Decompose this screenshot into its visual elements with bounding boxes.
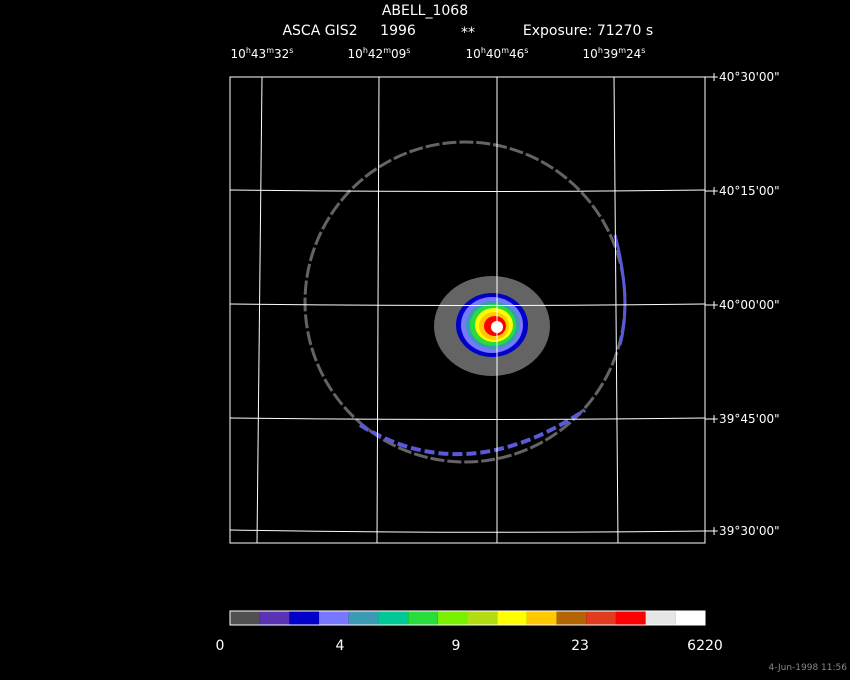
- grid: [229, 76, 706, 544]
- dec-label: +40°00'00": [709, 298, 780, 312]
- ra-value: 10: [466, 47, 481, 61]
- ra-value: 46: [509, 47, 524, 61]
- ra-unit: m: [383, 46, 391, 55]
- ra-value: 42: [368, 47, 383, 61]
- colorbar-swatch: [526, 611, 557, 625]
- colorbar-swatch: [230, 611, 260, 625]
- ra-value: 24: [626, 47, 641, 61]
- ra-value: 43: [251, 47, 266, 61]
- dec-line: [229, 303, 706, 306]
- colorbar-label: 4: [336, 638, 345, 654]
- colorbar-swatch: [378, 611, 409, 625]
- timestamp: 4-Jun-1998 11:56: [769, 663, 848, 673]
- colorbar-label: 23: [571, 638, 589, 654]
- colorbar-swatch: [408, 611, 438, 625]
- colorbar-swatch: [645, 611, 676, 625]
- ra-unit: s: [406, 46, 410, 55]
- colorbar-swatch: [556, 611, 587, 625]
- ra-line: [256, 76, 263, 544]
- frame: [229, 76, 706, 544]
- dec-label: +40°15'00": [709, 184, 780, 198]
- colorbar-swatch: [615, 611, 646, 625]
- year: 1996: [380, 23, 416, 39]
- dec-label: +39°45'00": [709, 412, 780, 426]
- ra-value: 10: [231, 47, 246, 61]
- ring-edge: [358, 408, 587, 457]
- colorbar-swatch: [675, 611, 705, 625]
- ra-unit: m: [501, 46, 509, 55]
- ra-value: 40: [486, 47, 501, 61]
- ra-unit: s: [524, 46, 528, 55]
- title: ABELL_1068: [382, 3, 468, 19]
- ra-value: 09: [391, 47, 406, 61]
- ra-unit: s: [641, 46, 645, 55]
- ra-unit: h: [246, 46, 251, 55]
- colorbar-swatch: [289, 611, 320, 625]
- image: [303, 140, 627, 464]
- dec-label: +39°30'00": [709, 524, 780, 538]
- ra-label: 10h39m24s: [583, 46, 646, 61]
- colorbar-label: 6220: [687, 638, 723, 654]
- ra-unit: h: [481, 46, 486, 55]
- colorbar-label: 9: [452, 638, 461, 654]
- dec-line: [229, 529, 706, 533]
- exposure: Exposure: 71270 s: [523, 23, 653, 39]
- colorbar-frame: [229, 610, 706, 626]
- dec-label: +40°30'00": [709, 70, 780, 84]
- colorbar-label: 0: [216, 638, 225, 654]
- ra-value: 32: [274, 47, 289, 61]
- ra-label: 10h40m46s: [466, 46, 529, 61]
- colorbar-swatch: [586, 611, 616, 625]
- colorbar-swatch: [437, 611, 468, 625]
- colorbar-swatch: [467, 611, 498, 625]
- ra-line: [613, 76, 619, 544]
- colorbar-swatch: [497, 611, 527, 625]
- ra-line: [376, 76, 380, 544]
- ra-value: 10: [348, 47, 363, 61]
- ra-value: 10: [583, 47, 598, 61]
- ra-label: 10h42m09s: [348, 46, 411, 61]
- ra-unit: m: [618, 46, 626, 55]
- ra-value: 39: [603, 47, 618, 61]
- ra-unit: h: [598, 46, 603, 55]
- ra-unit: h: [363, 46, 368, 55]
- ra-unit: s: [289, 46, 293, 55]
- instrument: ASCA GIS2: [282, 23, 357, 39]
- flag: **: [461, 25, 475, 41]
- dec-line: [229, 189, 706, 192]
- ra-label: 10h43m32s: [231, 46, 294, 61]
- dec-line: [229, 417, 706, 420]
- colorbar-swatch: [319, 611, 349, 625]
- ra-unit: m: [266, 46, 274, 55]
- colorbar-swatch: [259, 611, 290, 625]
- ring-edge: [613, 234, 627, 346]
- colorbar-swatch: [348, 611, 379, 625]
